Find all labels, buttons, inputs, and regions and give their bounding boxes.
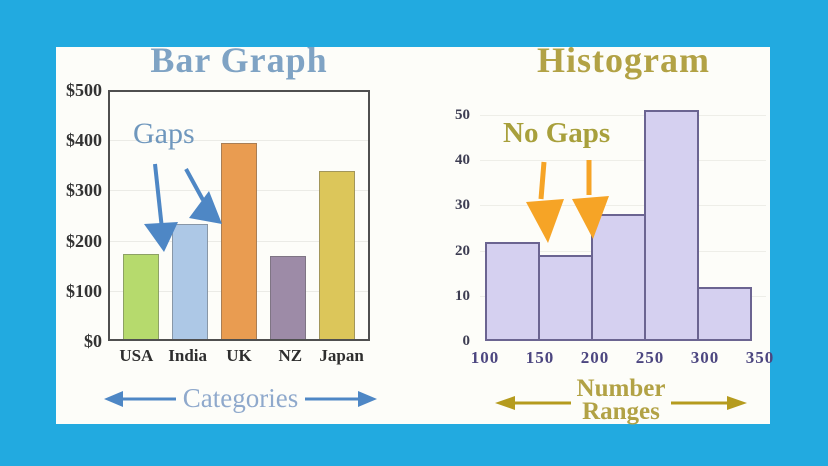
hist-gridline <box>480 160 766 162</box>
arrow-left-icon <box>494 396 571 410</box>
hist-bar-100-150 <box>485 242 540 341</box>
bar-chart-x-axis: USA India UK NZ Japan <box>108 346 370 366</box>
bar-x-label: Japan <box>319 346 364 365</box>
gaps-annotation: Gaps <box>133 117 195 150</box>
hist-y-tick-label: 20 <box>455 242 470 259</box>
bar-india <box>172 224 208 339</box>
hist-y-tick-label: 50 <box>455 107 470 123</box>
hist-bar-300-350 <box>697 287 752 341</box>
hist-x-tick-label: 150 <box>525 348 555 367</box>
categories-caption-label: Categories <box>182 383 299 413</box>
chart-panel: Bar Graph Histogram $0 $100 $200 $300 $400 $5… <box>56 40 774 425</box>
hist-x-tick-label: 100 <box>470 348 500 367</box>
hist-y-tick-label: 10 <box>455 287 470 304</box>
categories-caption: Categories <box>98 383 383 414</box>
bar-chart-title: Bar Graph <box>150 40 328 80</box>
bar-y-tick-label: $0 <box>84 331 102 351</box>
bar-x-label: UK <box>226 346 252 365</box>
arrow-right-icon <box>305 390 378 407</box>
no-gaps-annotation: No Gaps <box>503 117 611 149</box>
hist-bar-250-300 <box>644 110 699 341</box>
bar-x-label: USA <box>119 346 154 365</box>
bar-y-tick-label: $300 <box>66 180 102 201</box>
number-ranges-caption-label: Number Ranges <box>576 375 666 425</box>
bar-x-label: India <box>168 346 208 365</box>
bar-x-label: NZ <box>278 346 303 365</box>
hist-x-tick-label: 300 <box>690 348 720 367</box>
arrow-right-icon <box>671 396 748 410</box>
arrow-left-icon <box>103 390 176 407</box>
bar-nz <box>270 256 306 339</box>
hist-y-tick-label: 40 <box>455 152 470 169</box>
bar-usa <box>123 254 159 339</box>
histogram-y-axis: 0 10 20 30 40 50 <box>56 47 770 424</box>
histogram-title: Histogram <box>537 40 710 80</box>
hist-gridline <box>480 205 766 207</box>
bar-y-tick-label: $200 <box>66 230 102 251</box>
bar-uk <box>221 143 257 339</box>
bar-y-tick-label: $400 <box>66 130 102 151</box>
hist-y-tick-label: 0 <box>462 333 471 349</box>
bar-gridline <box>110 140 368 142</box>
caption-line-number: Number <box>576 375 666 402</box>
bar-chart-y-axis: $0 $100 $200 $300 $400 $500 <box>56 47 770 424</box>
hist-gridline <box>480 115 766 116</box>
histogram-bars <box>485 109 765 341</box>
bar-japan <box>319 171 355 339</box>
hist-x-tick-label: 250 <box>635 348 665 367</box>
bar-y-tick-label: $100 <box>66 280 102 301</box>
number-ranges-caption: Number Ranges <box>469 375 773 425</box>
hist-bar-200-250 <box>591 214 646 341</box>
histogram-x-axis: 100 150 200 250 300 350 <box>471 348 774 370</box>
bar-y-tick-label: $500 <box>66 80 102 100</box>
hist-x-tick-label: 350 <box>745 348 775 367</box>
hist-bar-150-200 <box>538 255 593 341</box>
hist-x-tick-label: 200 <box>580 348 610 367</box>
bar-chart-bars <box>110 92 368 339</box>
hist-y-tick-label: 30 <box>455 197 470 214</box>
caption-line-ranges: Ranges <box>582 398 660 425</box>
